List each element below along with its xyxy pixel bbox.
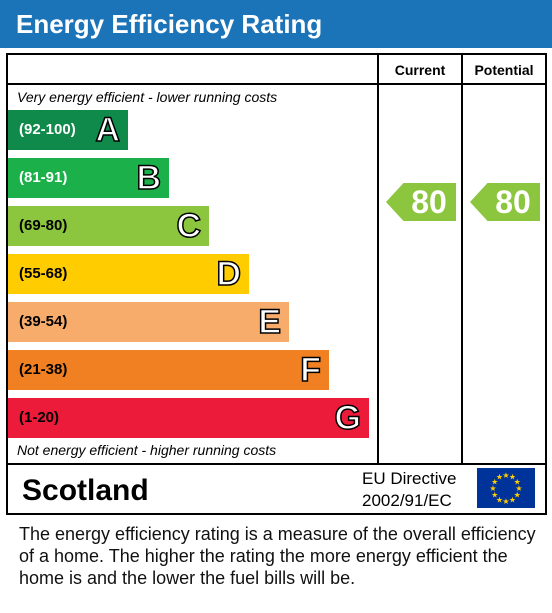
eu-star-icon: ★ <box>491 478 498 487</box>
header-divider <box>8 83 545 85</box>
band-c: (69-80) C <box>8 206 209 246</box>
eu-directive-line2: 2002/91/EC <box>362 491 452 510</box>
rating-table: Current Potential Very energy efficient … <box>6 53 547 515</box>
eu-star-icon: ★ <box>514 491 521 500</box>
eu-star-icon: ★ <box>514 478 521 487</box>
eu-star-icon: ★ <box>509 473 516 482</box>
band-letter: E <box>258 303 282 341</box>
eu-star-icon: ★ <box>502 471 509 480</box>
band-range-label: (69-80) <box>19 217 68 234</box>
band-e: (39-54) E <box>8 302 289 342</box>
eu-star-icon: ★ <box>515 484 522 493</box>
potential-rating-arrow: 80 <box>470 183 540 221</box>
rating-description: The energy efficiency rating is a measur… <box>19 524 536 588</box>
eu-star-icon: ★ <box>509 495 516 504</box>
potential-rating-value: 80 <box>495 184 531 220</box>
band-range-label: (39-54) <box>19 313 68 330</box>
header-bar: Energy Efficiency Rating <box>0 0 552 48</box>
band-b: (81-91) B <box>8 158 169 198</box>
band-letter: A <box>95 111 121 149</box>
band-d: (55-68) D <box>8 254 249 294</box>
band-letter: D <box>216 255 242 293</box>
potential-column-divider <box>461 55 463 465</box>
page-title: Energy Efficiency Rating <box>16 9 323 39</box>
eu-flag-icon: ★★★★★★★★★ ★ ★★ <box>477 468 535 508</box>
band-letter: F <box>299 351 321 389</box>
band-range-label: (1-20) <box>19 409 60 426</box>
current-column-divider <box>377 55 379 465</box>
country-label: Scotland <box>22 474 149 507</box>
eu-star-icon: ★ <box>496 495 503 504</box>
band-range-label: (55-68) <box>19 265 68 282</box>
band-letter: C <box>176 207 202 245</box>
band-letter: G <box>334 399 362 437</box>
eu-star-icon: ★ <box>491 491 498 500</box>
band-range-label: (21-38) <box>19 361 68 378</box>
band-letter: B <box>136 159 162 197</box>
band-range-label: (81-91) <box>19 169 68 186</box>
potential-column-header: Potential <box>474 62 534 78</box>
eu-directive-line1: EU Directive <box>362 469 457 488</box>
band-g: (1-20) G <box>8 398 369 438</box>
eu-star-icon: ★ <box>489 484 496 493</box>
current-column-header: Current <box>394 62 446 78</box>
current-rating-arrow: 80 <box>386 183 456 221</box>
band-a: (92-100) A <box>8 110 128 150</box>
eu-star-icon: ★ <box>496 473 503 482</box>
eu-star-icon: ★ <box>502 497 509 506</box>
band-range-label: (92-100) <box>19 121 76 138</box>
current-rating-value: 80 <box>411 184 447 220</box>
bottom-caption: Not energy efficient - higher running co… <box>17 442 277 458</box>
footer-divider <box>8 463 545 465</box>
band-f: (21-38) F <box>8 350 329 390</box>
eu-directive: EU Directive 2002/91/EC <box>362 468 456 512</box>
top-caption: Very energy efficient - lower running co… <box>17 89 278 105</box>
